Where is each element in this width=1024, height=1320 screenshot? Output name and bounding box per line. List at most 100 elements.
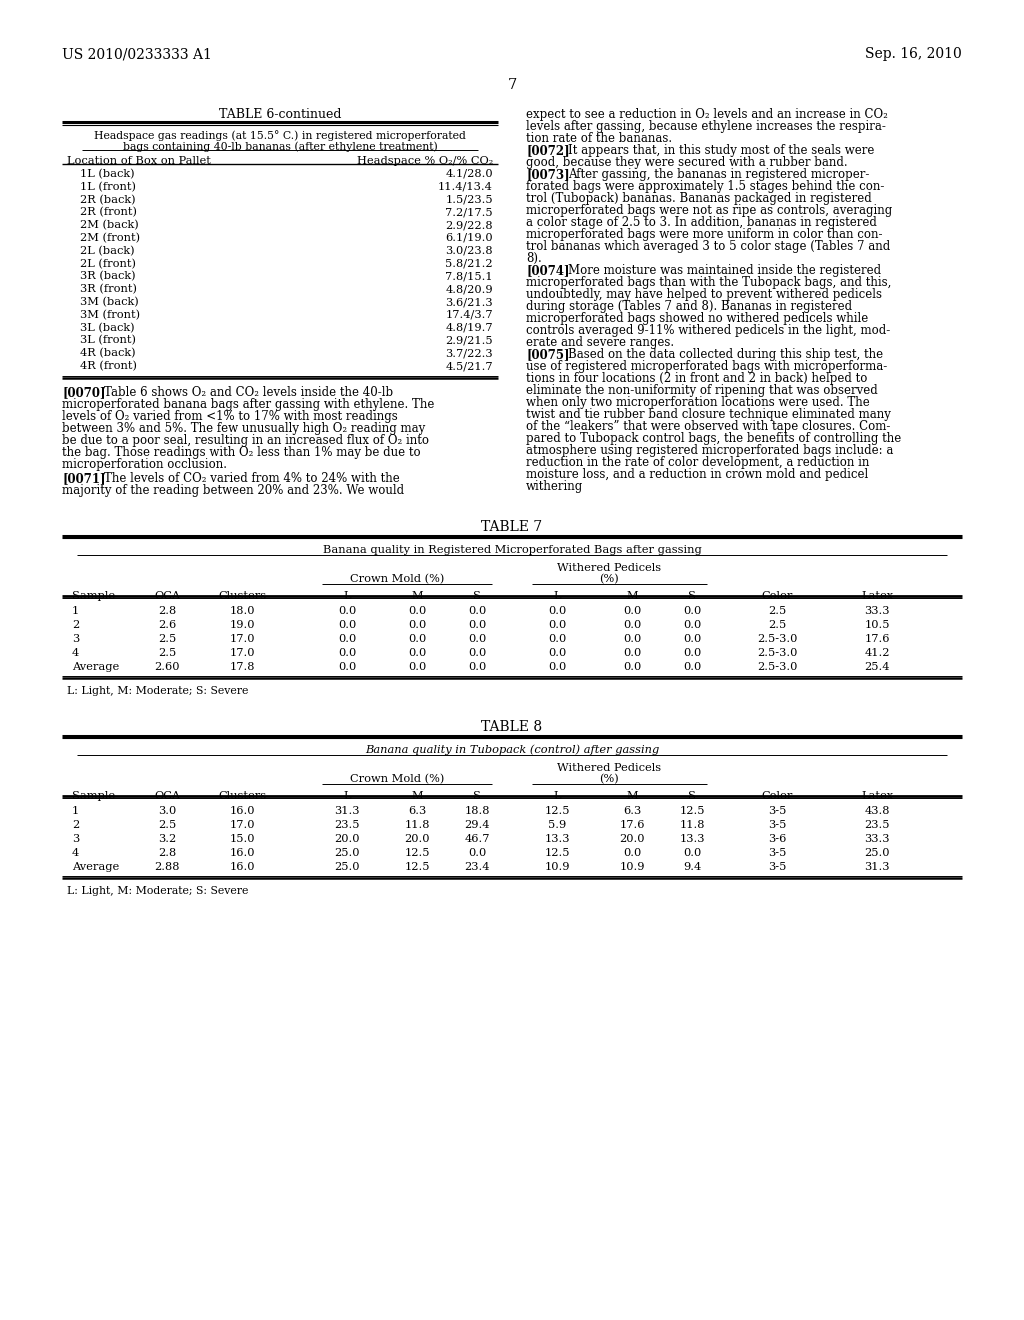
- Text: 11.8: 11.8: [679, 820, 705, 830]
- Text: 2M (front): 2M (front): [80, 234, 140, 243]
- Text: 0.0: 0.0: [548, 661, 566, 672]
- Text: 0.0: 0.0: [683, 648, 701, 657]
- Text: [0075]: [0075]: [526, 348, 569, 360]
- Text: (%): (%): [600, 574, 620, 585]
- Text: 0.0: 0.0: [338, 634, 356, 644]
- Text: 2L (back): 2L (back): [80, 246, 134, 256]
- Text: of the “leakers” that were observed with tape closures. Com-: of the “leakers” that were observed with…: [526, 420, 891, 433]
- Text: 3: 3: [72, 634, 79, 644]
- Text: L: L: [343, 591, 351, 601]
- Text: majority of the reading between 20% and 23%. We would: majority of the reading between 20% and …: [62, 484, 404, 496]
- Text: 4: 4: [72, 847, 79, 858]
- Text: 0.0: 0.0: [683, 620, 701, 630]
- Text: when only two microperforation locations were used. The: when only two microperforation locations…: [526, 396, 869, 409]
- Text: 0.0: 0.0: [683, 634, 701, 644]
- Text: during storage (Tables 7 and 8). Bananas in registered: during storage (Tables 7 and 8). Bananas…: [526, 300, 852, 313]
- Text: 0.0: 0.0: [468, 620, 486, 630]
- Text: reduction in the rate of color development, a reduction in: reduction in the rate of color developme…: [526, 455, 869, 469]
- Text: 46.7: 46.7: [464, 834, 489, 843]
- Text: 15.0: 15.0: [229, 834, 255, 843]
- Text: 25.0: 25.0: [334, 847, 359, 858]
- Text: 0.0: 0.0: [468, 634, 486, 644]
- Text: Headspace gas readings (at 15.5° C.) in registered microperforated: Headspace gas readings (at 15.5° C.) in …: [94, 129, 466, 141]
- Text: Withered Pedicels: Withered Pedicels: [557, 562, 662, 573]
- Text: [0070]: [0070]: [62, 385, 105, 399]
- Text: Average: Average: [72, 862, 119, 871]
- Text: TABLE 8: TABLE 8: [481, 719, 543, 734]
- Text: 25.4: 25.4: [864, 661, 890, 672]
- Text: 4R (back): 4R (back): [80, 348, 135, 359]
- Text: 7.2/17.5: 7.2/17.5: [445, 207, 493, 218]
- Text: L: L: [553, 791, 561, 801]
- Text: 3.7/22.3: 3.7/22.3: [445, 348, 493, 358]
- Text: 17.6: 17.6: [864, 634, 890, 644]
- Text: M: M: [412, 591, 423, 601]
- Text: 31.3: 31.3: [864, 862, 890, 871]
- Text: microperforated bags were not as ripe as controls, averaging: microperforated bags were not as ripe as…: [526, 205, 892, 216]
- Text: 3.6/21.3: 3.6/21.3: [445, 297, 493, 308]
- Text: 2R (back): 2R (back): [80, 194, 135, 205]
- Text: undoubtedly, may have helped to prevent withered pedicels: undoubtedly, may have helped to prevent …: [526, 288, 882, 301]
- Text: 2.5: 2.5: [768, 620, 786, 630]
- Text: 23.5: 23.5: [334, 820, 359, 830]
- Text: erate and severe ranges.: erate and severe ranges.: [526, 337, 674, 348]
- Text: [0074]: [0074]: [526, 264, 569, 277]
- Text: M: M: [627, 791, 638, 801]
- Text: After gassing, the bananas in registered microper-: After gassing, the bananas in registered…: [568, 168, 869, 181]
- Text: 1: 1: [72, 805, 79, 816]
- Text: 12.5: 12.5: [544, 847, 569, 858]
- Text: 0.0: 0.0: [623, 847, 641, 858]
- Text: 11.8: 11.8: [404, 820, 430, 830]
- Text: 3-5: 3-5: [768, 847, 786, 858]
- Text: 7.8/15.1: 7.8/15.1: [445, 272, 493, 281]
- Text: 2.9/22.8: 2.9/22.8: [445, 220, 493, 230]
- Text: 1L (back): 1L (back): [80, 169, 134, 180]
- Text: microperforated banana bags after gassing with ethylene. The: microperforated banana bags after gassin…: [62, 397, 434, 411]
- Text: 17.0: 17.0: [229, 634, 255, 644]
- Text: 1L (front): 1L (front): [80, 182, 136, 193]
- Text: 6.1/19.0: 6.1/19.0: [445, 234, 493, 243]
- Text: TABLE 7: TABLE 7: [481, 520, 543, 533]
- Text: 1.5/23.5: 1.5/23.5: [445, 194, 493, 205]
- Text: 17.4/3.7: 17.4/3.7: [445, 310, 493, 319]
- Text: 0.0: 0.0: [338, 661, 356, 672]
- Text: be due to a poor seal, resulting in an increased flux of O₂ into: be due to a poor seal, resulting in an i…: [62, 434, 429, 446]
- Text: 23.4: 23.4: [464, 862, 489, 871]
- Text: 20.0: 20.0: [620, 834, 645, 843]
- Text: Sample: Sample: [72, 791, 115, 801]
- Text: eliminate the non-uniformity of ripening that was observed: eliminate the non-uniformity of ripening…: [526, 384, 878, 397]
- Text: 0.0: 0.0: [623, 620, 641, 630]
- Text: microperforation occlusion.: microperforation occlusion.: [62, 458, 227, 471]
- Text: M: M: [412, 791, 423, 801]
- Text: use of registered microperforated bags with microperforma-: use of registered microperforated bags w…: [526, 360, 887, 374]
- Text: 3L (front): 3L (front): [80, 335, 136, 346]
- Text: expect to see a reduction in O₂ levels and an increase in CO₂: expect to see a reduction in O₂ levels a…: [526, 108, 888, 121]
- Text: atmosphere using registered microperforated bags include: a: atmosphere using registered microperfora…: [526, 444, 893, 457]
- Text: Sep. 16, 2010: Sep. 16, 2010: [865, 48, 962, 61]
- Text: 11.4/13.4: 11.4/13.4: [438, 182, 493, 191]
- Text: 5.8/21.2: 5.8/21.2: [445, 259, 493, 268]
- Text: 3.0/23.8: 3.0/23.8: [445, 246, 493, 256]
- Text: 3-5: 3-5: [768, 862, 786, 871]
- Text: 2M (back): 2M (back): [80, 220, 138, 231]
- Text: 3.0: 3.0: [158, 805, 176, 816]
- Text: S: S: [473, 591, 481, 601]
- Text: 4: 4: [72, 648, 79, 657]
- Text: Average: Average: [72, 661, 119, 672]
- Text: Banana quality in Tubopack (control) after gassing: Banana quality in Tubopack (control) aft…: [365, 744, 659, 755]
- Text: 0.0: 0.0: [548, 634, 566, 644]
- Text: 2: 2: [72, 820, 79, 830]
- Text: the bag. Those readings with O₂ less than 1% may be due to: the bag. Those readings with O₂ less tha…: [62, 446, 421, 459]
- Text: 0.0: 0.0: [408, 634, 426, 644]
- Text: 17.6: 17.6: [620, 820, 645, 830]
- Text: 2R (front): 2R (front): [80, 207, 137, 218]
- Text: 33.3: 33.3: [864, 606, 890, 616]
- Text: 0.0: 0.0: [548, 648, 566, 657]
- Text: levels of O₂ varied from <1% to 17% with most readings: levels of O₂ varied from <1% to 17% with…: [62, 409, 397, 422]
- Text: S: S: [688, 591, 696, 601]
- Text: 43.8: 43.8: [864, 805, 890, 816]
- Text: 0.0: 0.0: [623, 606, 641, 616]
- Text: 6.3: 6.3: [408, 805, 426, 816]
- Text: 6.3: 6.3: [623, 805, 641, 816]
- Text: 16.0: 16.0: [229, 862, 255, 871]
